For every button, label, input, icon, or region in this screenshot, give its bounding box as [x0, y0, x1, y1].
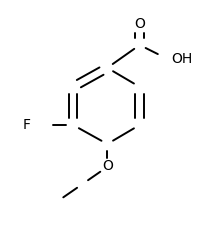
Text: O: O [102, 159, 113, 173]
Text: O: O [134, 17, 145, 31]
Text: F: F [22, 118, 30, 132]
Text: OH: OH [171, 52, 192, 66]
